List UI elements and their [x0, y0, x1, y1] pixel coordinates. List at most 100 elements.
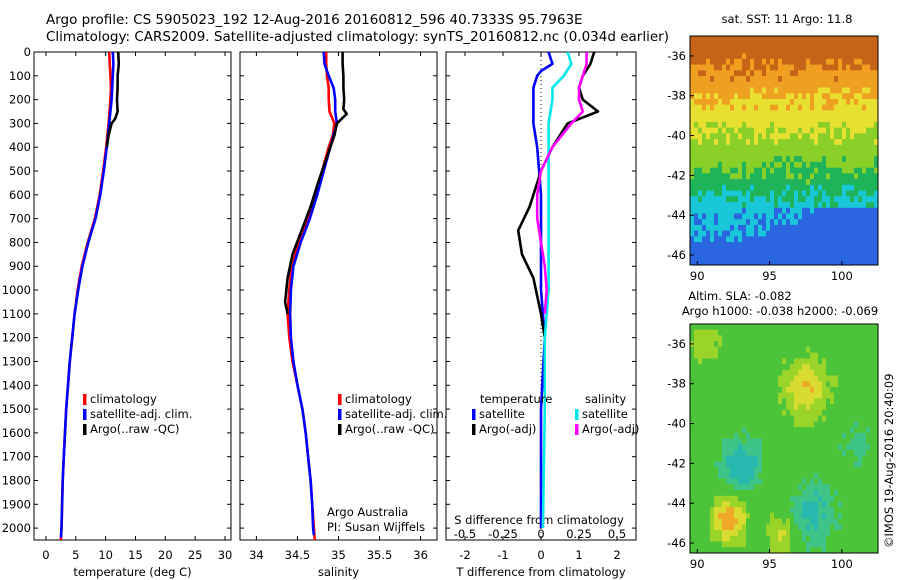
sst-cell — [734, 47, 739, 54]
sst-cell — [690, 242, 695, 249]
sst-cell — [782, 213, 787, 220]
sla-cell — [834, 358, 839, 365]
sla-cell — [742, 478, 747, 485]
sst-cell — [774, 36, 779, 43]
sla-cell — [826, 467, 831, 474]
sst-cell — [826, 230, 831, 237]
sst-cell — [722, 247, 727, 254]
sst-cell — [730, 93, 735, 100]
sla-cell — [750, 472, 755, 480]
sla-cell — [710, 352, 715, 359]
sla-cell — [702, 524, 707, 531]
sst-cell — [702, 213, 707, 220]
sla-cell — [782, 387, 787, 394]
sla-cell — [698, 484, 703, 491]
sla-cell — [770, 392, 775, 399]
sst-cell — [858, 161, 863, 169]
sst-cell — [734, 167, 739, 174]
sst-cell — [694, 144, 699, 151]
sst-cell — [754, 236, 759, 243]
sst-cell — [742, 104, 747, 111]
sla-cell — [866, 530, 871, 537]
sla-cell — [818, 512, 823, 520]
sla-cell — [738, 467, 743, 474]
sst-cell — [698, 36, 703, 43]
sst-cell — [750, 144, 755, 151]
sla-cell — [798, 490, 803, 497]
sst-cell — [762, 236, 767, 243]
sst-cell — [702, 58, 707, 66]
sst-cell — [782, 179, 787, 186]
sst-cell — [790, 190, 795, 197]
sla-cell — [694, 501, 699, 508]
sst-cell — [746, 236, 751, 243]
sla-cell — [730, 364, 735, 371]
sst-cell — [858, 47, 863, 54]
sst-cell — [874, 184, 879, 191]
sst-cell — [794, 190, 799, 197]
sla-cell — [746, 455, 751, 462]
sst-cell — [814, 47, 819, 54]
sst-cell — [842, 213, 847, 220]
sla-cell — [714, 438, 719, 445]
sla-cell — [862, 352, 867, 359]
sla-cell — [766, 335, 771, 342]
sst-cell — [690, 70, 695, 77]
sst-cell — [798, 196, 803, 203]
sst-cell — [874, 156, 879, 163]
sla-cell — [706, 404, 711, 411]
sla-cell — [870, 438, 875, 445]
sla-cell — [722, 409, 727, 417]
sst-cell — [714, 81, 719, 88]
sst-cell — [694, 53, 699, 60]
sst-cell — [826, 139, 831, 146]
sst-cell — [874, 150, 879, 157]
sla-subtitle: Argo h1000: -0.038 h2000: -0.069 — [682, 304, 878, 318]
sst-cell — [818, 247, 823, 254]
sla-cell — [826, 427, 831, 434]
sst-cell — [814, 116, 819, 123]
sst-cell — [758, 224, 763, 232]
sst-cell — [862, 259, 867, 266]
sst-cell — [766, 110, 771, 117]
sla-cell — [858, 409, 863, 417]
sst-cell — [718, 196, 723, 203]
sst-cell — [786, 219, 791, 226]
sst-cell — [714, 167, 719, 174]
sla-cell — [694, 535, 699, 542]
sla-cell — [874, 444, 879, 451]
sst-cell — [826, 196, 831, 203]
sst-cell — [834, 253, 839, 260]
sla-cell — [734, 335, 739, 342]
sla-cell — [846, 541, 851, 548]
sst-cell — [822, 253, 827, 260]
sla-cell — [798, 495, 803, 502]
sla-cell — [782, 421, 787, 428]
sst-cell — [762, 213, 767, 220]
sla-cell — [726, 341, 731, 348]
sst-cell — [754, 190, 759, 197]
sla-cell — [862, 369, 867, 376]
sst-cell — [778, 167, 783, 174]
sla-cell — [690, 484, 695, 491]
sst-cell — [702, 116, 707, 123]
sst-cell — [782, 242, 787, 249]
sla-cell — [810, 472, 815, 480]
sst-cell — [758, 70, 763, 77]
sst-cell — [758, 167, 763, 174]
sla-cell — [730, 512, 735, 520]
sst-cell — [778, 156, 783, 163]
sla-cell — [822, 472, 827, 480]
sla-cell — [810, 409, 815, 417]
sst-cell — [846, 133, 851, 140]
sst-cell — [786, 116, 791, 123]
sst-cell — [782, 219, 787, 226]
sst-cell — [722, 224, 727, 232]
sst-cell — [774, 116, 779, 123]
sst-cell — [814, 87, 819, 94]
sla-cell — [782, 329, 787, 336]
sla-cell — [830, 404, 835, 411]
sst-cell — [798, 116, 803, 123]
sst-cell — [802, 236, 807, 243]
